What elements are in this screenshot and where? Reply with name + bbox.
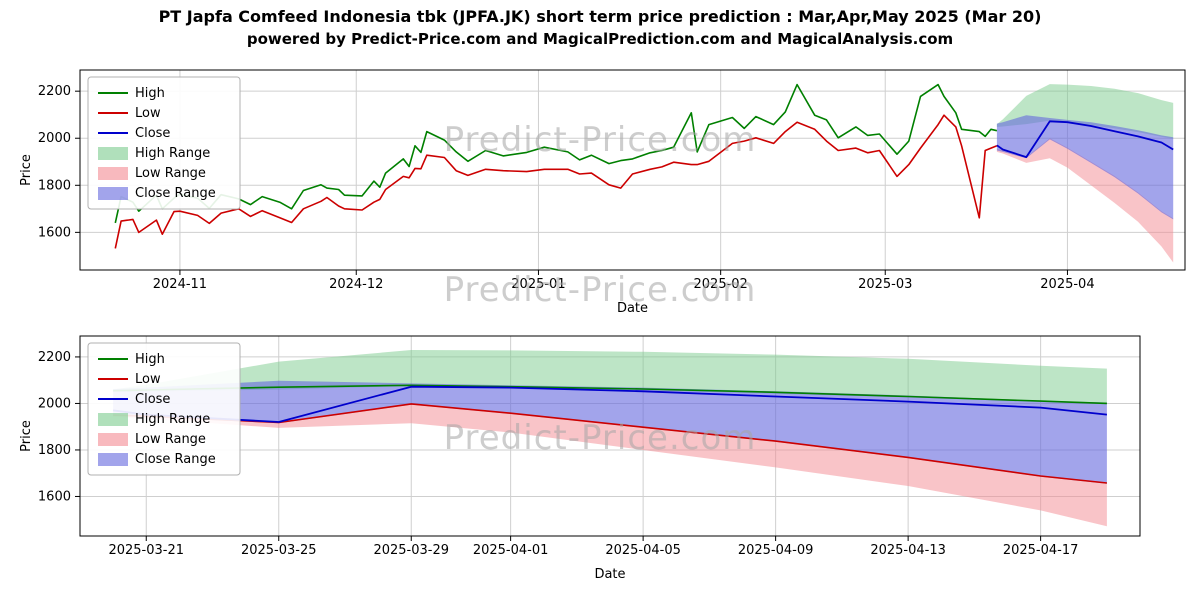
legend-label: Low <box>135 372 161 387</box>
legend-swatch-patch <box>98 147 128 160</box>
plot-border <box>79 335 1141 537</box>
y-tick-label: 2200 <box>38 350 71 365</box>
band-high-range <box>996 84 1174 139</box>
band-close-range <box>996 115 1174 220</box>
page-title: PT Japfa Comfeed Indonesia tbk (JPFA.JK)… <box>158 7 1042 26</box>
y-axis-label: Price <box>19 154 34 186</box>
y-tick-label: 1800 <box>38 443 71 458</box>
legend-label: High <box>135 352 165 367</box>
x-tick-label: 2025-03-29 <box>373 543 449 558</box>
x-tick-label: 2025-04-05 <box>605 543 681 558</box>
x-tick-label: 2025-04-17 <box>1003 543 1079 558</box>
y-tick-label: 2200 <box>38 84 71 99</box>
x-tick-label: 2024-11 <box>153 277 207 292</box>
legend-label: Low Range <box>135 166 206 181</box>
legend: High Low Close High Range Low Range Close Ran… <box>87 76 241 210</box>
forecast-detail-chart: 2025-03-21 2025-03-25 2025-03-29 2025-04-01… <box>19 335 1141 582</box>
y-tick-label: 2000 <box>38 396 71 411</box>
legend-swatch-patch <box>98 167 128 180</box>
powered-by-subtitle: powered by Predict-Price.com and Magical… <box>246 30 954 48</box>
legend-swatch-patch <box>98 453 128 466</box>
band-high-range <box>113 350 1107 404</box>
x-axis-label: Date <box>594 567 625 582</box>
band-low-range <box>113 403 1107 527</box>
x-tick-label: 2024-12 <box>329 277 383 292</box>
legend-label: High Range <box>135 412 210 427</box>
x-tick-label: 2025-04-09 <box>738 543 814 558</box>
legend-label: Close <box>135 126 170 141</box>
band-close-range <box>113 380 1107 484</box>
x-tick-label: 2025-03-25 <box>241 543 317 558</box>
legend: High Low Close High Range Low Range Close Ran… <box>87 342 241 476</box>
legend-swatch-patch <box>98 413 128 426</box>
y-tick-label: 1600 <box>38 489 71 504</box>
y-tick-label: 1800 <box>38 178 71 193</box>
x-tick-label: 2025-01 <box>511 277 565 292</box>
legend-swatch-patch <box>98 433 128 446</box>
legend-label: Low Range <box>135 432 206 447</box>
plot-border <box>79 69 1186 271</box>
y-tick-label: 2000 <box>38 131 71 146</box>
x-tick-label: 2025-02 <box>694 277 748 292</box>
x-tick-label: 2025-04-01 <box>473 543 549 558</box>
series-close-line <box>996 120 1174 158</box>
x-tick-label: 2025-03-21 <box>108 543 184 558</box>
x-axis-label: Date <box>617 301 648 316</box>
legend-label: High Range <box>135 146 210 161</box>
x-tick-label: 2025-04 <box>1040 277 1094 292</box>
legend-label: Close <box>135 392 170 407</box>
band-low-range <box>996 138 1174 263</box>
x-tick-label: 2025-04-13 <box>870 543 946 558</box>
legend-label: Close Range <box>135 186 216 201</box>
legend-label: Close Range <box>135 452 216 467</box>
legend-swatch-patch <box>98 187 128 200</box>
y-axis-label: Price <box>19 420 34 452</box>
legend-label: High <box>135 86 165 101</box>
x-tick-label: 2025-03 <box>858 277 912 292</box>
series-low-line <box>114 114 998 249</box>
price-history-chart: 2024-11 2024-12 2025-01 2025-02 2025-03 2025-… <box>19 69 1186 316</box>
legend-label: Low <box>135 106 161 121</box>
y-tick-label: 1600 <box>38 225 71 240</box>
series-high-line <box>114 83 998 224</box>
